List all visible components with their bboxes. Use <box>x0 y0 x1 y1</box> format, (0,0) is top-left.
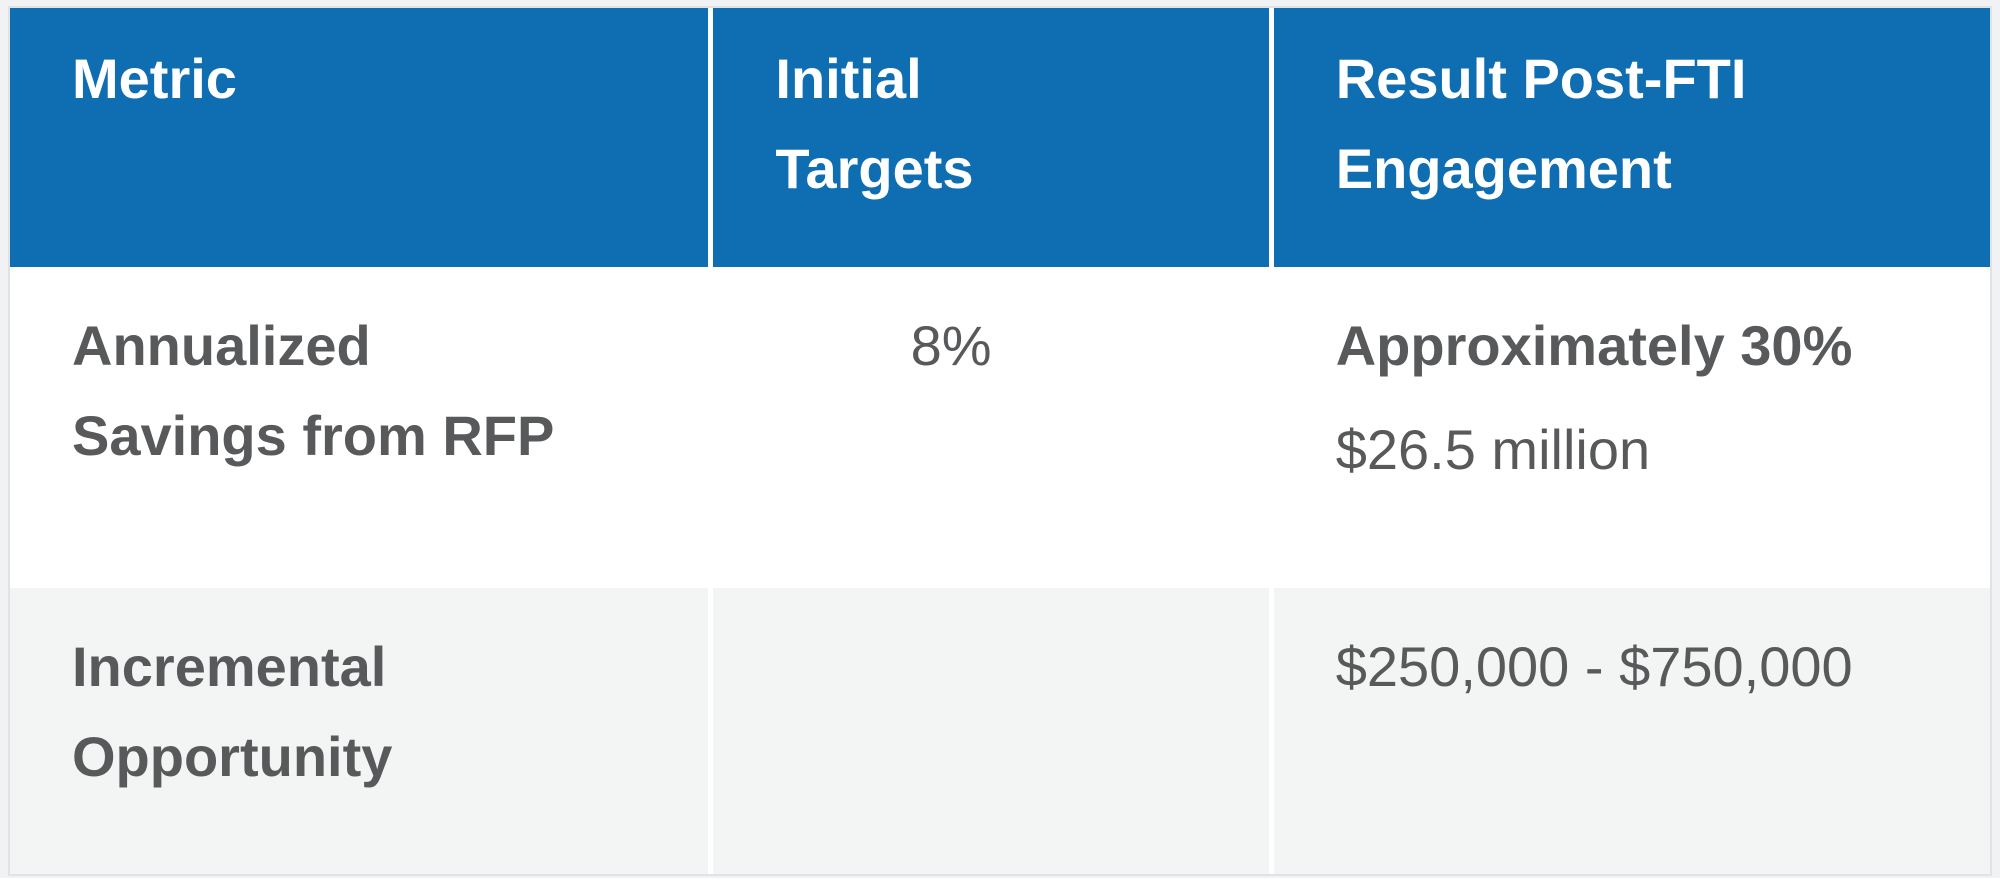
table-row-annualized-savings: Annualized Savings from RFP 8% Approxima… <box>10 267 1990 588</box>
cell-result-value: Approximately 30% $26.5 million <box>1271 267 1990 588</box>
header-cell-metric: Metric <box>10 8 714 267</box>
table-row-incremental-opportunity: Incremental Opportunity $250,000 - $750,… <box>10 588 1990 874</box>
header-cell-result-post-fti: Result Post-FTI Engagement <box>1271 8 1990 267</box>
cell-result-value: $250,000 - $750,000 <box>1271 588 1990 874</box>
metric-label: Incremental Opportunity <box>72 635 393 788</box>
result-detail-text: $250,000 - $750,000 <box>1335 635 1853 698</box>
header-row: Metric Initial Targets Result Post-FTI E… <box>10 8 1990 267</box>
comparison-table-frame: Metric Initial Targets Result Post-FTI E… <box>8 6 1992 876</box>
cell-metric-incremental-opportunity: Incremental Opportunity <box>10 588 714 874</box>
cell-initial-target-value: 8% <box>710 267 1274 588</box>
metrics-comparison-table: Metric Initial Targets Result Post-FTI E… <box>10 8 1990 874</box>
page-background-strip <box>0 878 2000 888</box>
header-label-initial-targets: Initial Targets <box>775 47 974 200</box>
metric-label: Annualized Savings from RFP <box>72 314 555 467</box>
result-emphasis-text: Approximately 30% <box>1335 314 1853 377</box>
header-label-result-post-fti: Result Post-FTI Engagement <box>1335 47 1747 200</box>
cell-initial-target-empty <box>710 588 1274 874</box>
cell-metric-annualized-savings: Annualized Savings from RFP <box>10 267 714 588</box>
header-label-metric: Metric <box>72 47 237 110</box>
header-cell-initial-targets: Initial Targets <box>710 8 1274 267</box>
result-detail-text: $26.5 million <box>1335 417 1651 481</box>
